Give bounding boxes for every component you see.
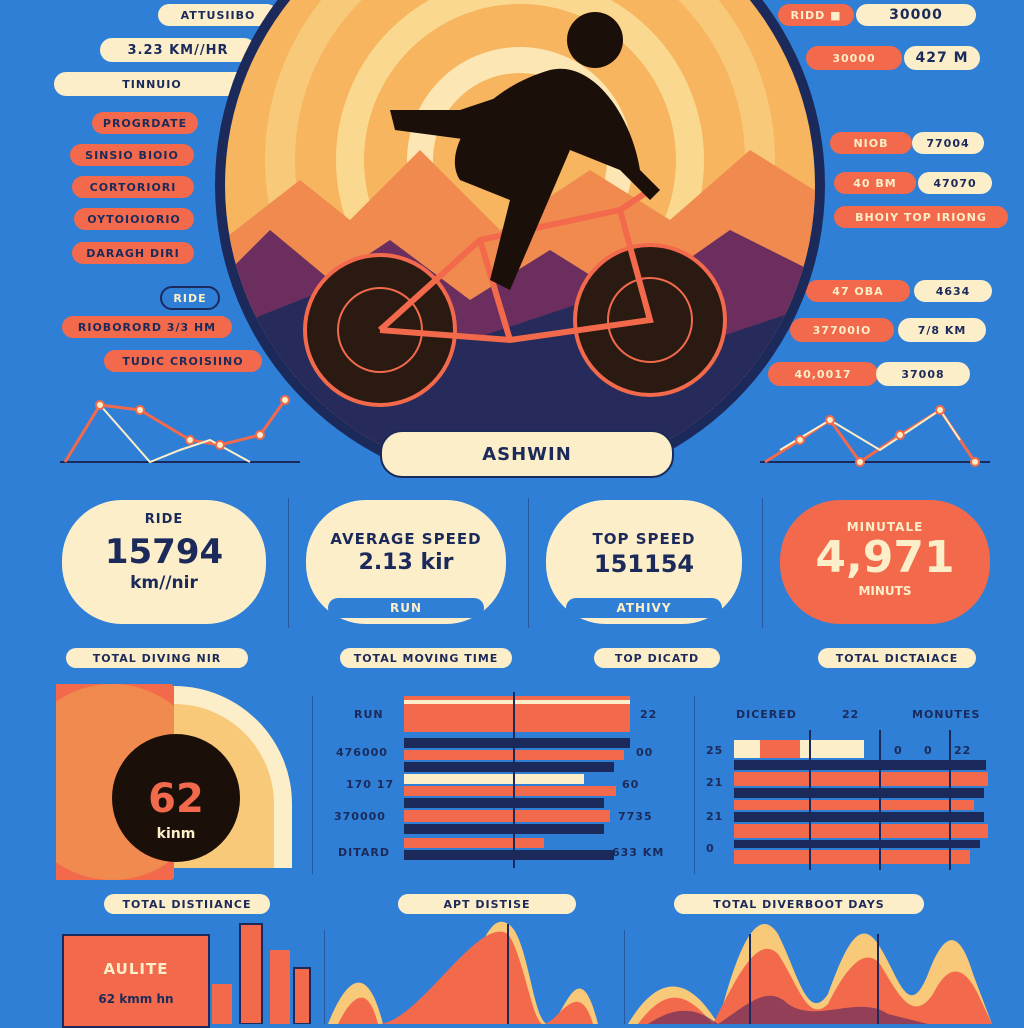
label-right-2a: 30000	[806, 46, 902, 70]
divider-2	[528, 498, 529, 628]
bar-mid-value-4: 633 KM	[612, 846, 665, 859]
label-side-1: PROGRDATE	[92, 112, 198, 134]
label-side-4: OYTOIOIORIO	[74, 208, 194, 230]
bar-mid-value-0: 22	[640, 708, 658, 721]
label-right-3b: 77004	[912, 132, 984, 154]
label-right-8b: 37008	[876, 362, 970, 386]
divider-5	[694, 696, 695, 874]
bar-right-header-2: MONUTES	[912, 708, 981, 721]
label-ride-tag: RIDE	[160, 286, 220, 310]
bar-chart-mid	[404, 692, 630, 868]
label-right-1a: RIDD ■	[778, 4, 854, 26]
label-top-3: TINNUIO	[54, 72, 250, 96]
divider-6	[324, 930, 325, 1024]
stat-ride: RIDE 15794 km//nir	[62, 500, 266, 624]
bottom-wave-mid	[328, 921, 598, 1024]
stat-avg-title: AVERAGE SPEED	[330, 530, 482, 548]
sparkline-right	[760, 405, 990, 467]
caption-bars-right: TOTAL DIVERBOOT DAYS	[674, 894, 924, 914]
label-right-7b: 7/8 KM	[898, 318, 986, 342]
stat-top-tag: ATHIVY	[566, 598, 722, 618]
cyclist-illustration	[215, 0, 825, 460]
bottom-card-title: AULITE	[103, 960, 169, 978]
bar-right-row-0: 25	[706, 744, 724, 757]
label-side-3: CORTORIORI	[72, 176, 194, 198]
caption-avg: TOTAL MOVING TIME	[340, 648, 512, 668]
stat-minutes-title: MINUTALE	[846, 520, 924, 534]
stat-minutes: MINUTALE 4,971 MINUTS	[780, 500, 990, 624]
caption-minutes: TOTAL DICTAIACE	[818, 648, 976, 668]
caption-top: TOP DICATD	[594, 648, 720, 668]
stat-average-speed: AVERAGE SPEED 2.13 kir RUN	[306, 500, 506, 624]
bar-right-tick-0: 0	[894, 744, 903, 757]
bar-right-row-1: 21	[706, 776, 724, 789]
gauge-unit: kinm	[156, 826, 196, 842]
label-side-5: DARAGH DIRI	[72, 242, 194, 264]
stat-minutes-unit: MINUTS	[858, 584, 912, 598]
stat-top-speed: TOP SPEED 151154 ATHIVY	[546, 500, 742, 624]
label-right-7a: 37700IO	[790, 318, 894, 342]
label-right-4a: 40 BM	[834, 172, 916, 194]
gauge-value: 62	[148, 776, 204, 822]
stat-ride-title: RIDE	[144, 512, 184, 527]
bar-chart-right	[734, 730, 988, 870]
label-right-8a: 40,0017	[768, 362, 878, 386]
bar-mid-label-3: 370000	[334, 810, 386, 823]
bar-mid-value-2: 60	[622, 778, 640, 791]
bottom-bar-chart	[212, 923, 311, 1024]
label-right-1b: 30000	[856, 4, 976, 26]
label-right-5: BHOIY TOP IRIONG	[834, 206, 1008, 228]
caption-bars-mid: APT DISTISE	[398, 894, 576, 914]
label-top-1: ATTUSIIBO	[158, 4, 278, 26]
bar-right-tick-2: 22	[954, 744, 972, 757]
bar-right-header-1: 22	[842, 708, 860, 721]
bar-right-tick-1: 0	[924, 744, 933, 757]
label-right-6b: 4634	[914, 280, 992, 302]
divider-7	[624, 930, 625, 1024]
sparkline-left	[60, 395, 300, 464]
bottom-wave-right	[628, 924, 992, 1024]
label-side-7: TUDIC CROISIINO	[104, 350, 262, 372]
bottom-card-value: 62 kmm hn	[98, 992, 174, 1006]
bar-right-row-3: 0	[706, 842, 715, 855]
bar-mid-value-1: 00	[636, 746, 654, 759]
stat-top-value: 151154	[593, 550, 695, 578]
bar-right-row-2: 21	[706, 810, 724, 823]
bar-mid-value-3: 7735	[618, 810, 653, 823]
bar-mid-label-0: RUN	[354, 708, 384, 721]
label-side-6: RIOBORORD 3/3 HM	[62, 316, 232, 338]
stat-avg-value: 2.13 kir	[358, 550, 454, 575]
divider-4	[312, 696, 313, 874]
stat-ride-value: 15794	[104, 532, 224, 572]
stat-avg-tag: RUN	[328, 598, 484, 618]
label-side-2: SINSIO BIOIO	[70, 144, 194, 166]
label-right-6a: 47 OBA	[806, 280, 910, 302]
bar-mid-label-1: 476000	[336, 746, 388, 759]
bar-right-header-0: DICERED	[736, 708, 797, 721]
bar-mid-label-4: DITARD	[338, 846, 390, 859]
caption-gauge: TOTAL DISTIIANCE	[104, 894, 270, 914]
stat-minutes-value: 4,971	[815, 532, 955, 583]
label-top-2: 3.23 KM//HR	[100, 38, 256, 62]
athlete-name: ASHWIN	[380, 430, 674, 478]
bar-mid-label-2: 170 17	[346, 778, 395, 791]
label-right-3a: NIOB	[830, 132, 912, 154]
stat-top-title: TOP SPEED	[592, 530, 696, 548]
label-right-4b: 47070	[918, 172, 992, 194]
label-right-2b: 427 M	[904, 46, 980, 70]
stat-ride-unit: km//nir	[130, 573, 198, 593]
distance-gauge	[56, 684, 292, 880]
bottom-card: AULITE 62 kmm hn	[62, 934, 210, 1028]
caption-ride: TOTAL DIVING NIR	[66, 648, 248, 668]
divider-1	[288, 498, 289, 628]
divider-3	[762, 498, 763, 628]
